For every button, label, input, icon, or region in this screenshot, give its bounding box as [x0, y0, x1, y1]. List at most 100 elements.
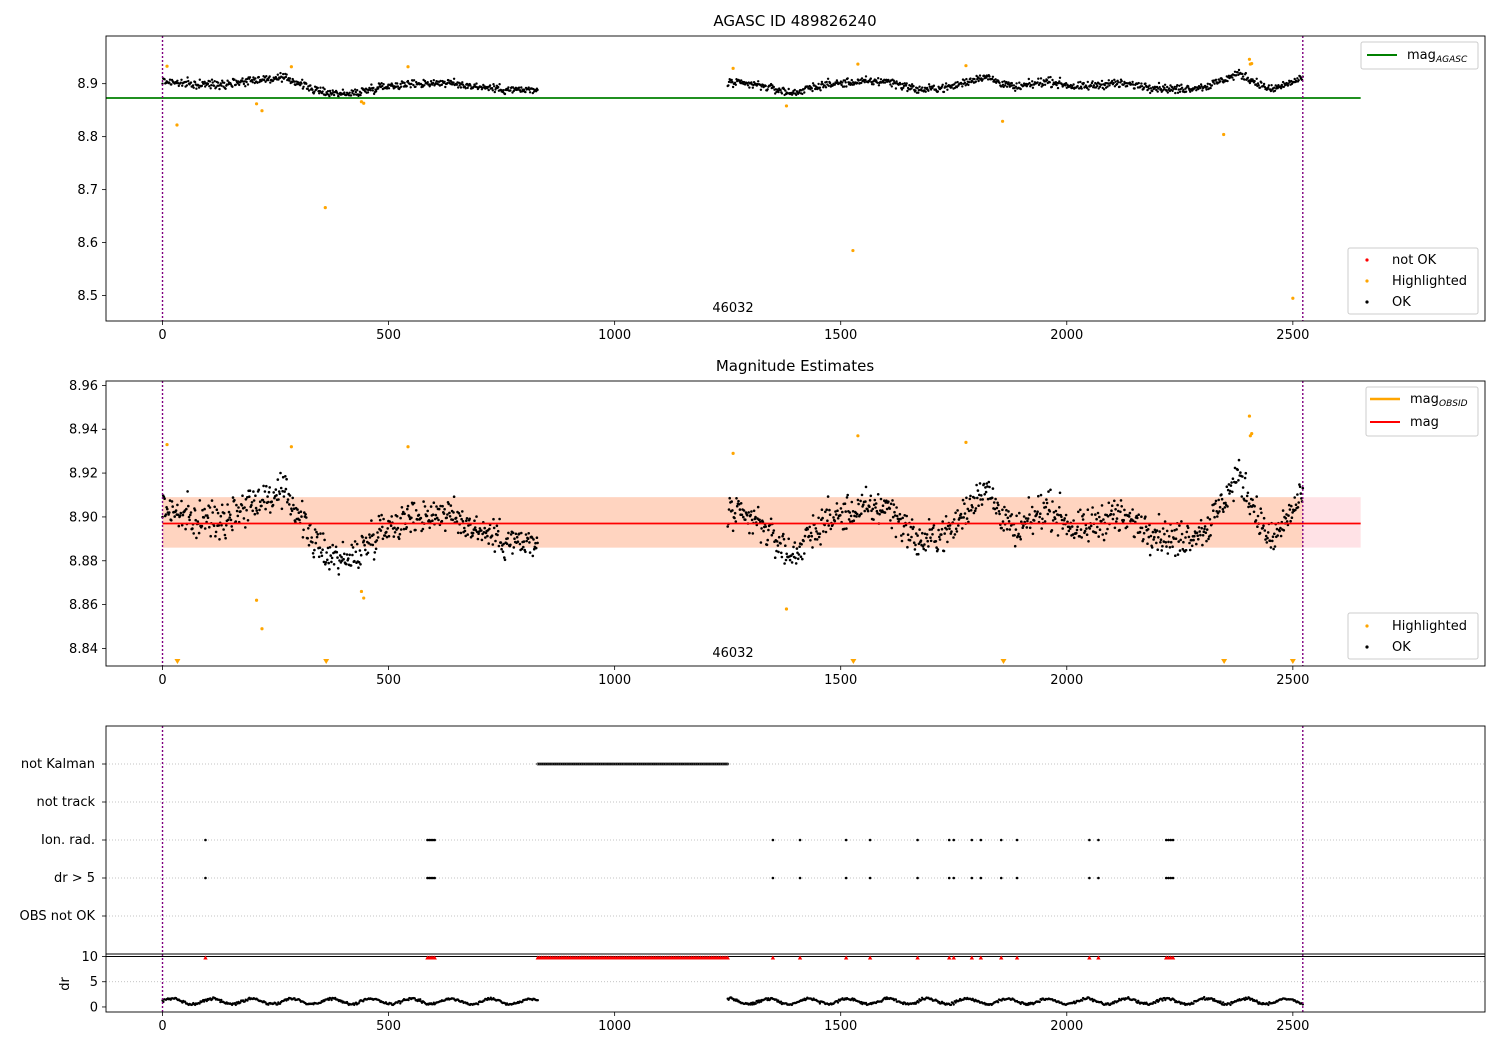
dr-point: [476, 1003, 480, 1006]
agasc-ok-point: [197, 84, 200, 87]
magnitude-ok-point: [1060, 518, 1064, 522]
magnitude-ok-point: [421, 527, 425, 531]
flag-not-kalman-point: [536, 762, 540, 766]
magnitude-ok-point: [900, 534, 903, 537]
magnitude-ok-point: [1104, 532, 1108, 535]
magnitude-ok-point: [262, 500, 266, 504]
magnitude-ok-point: [836, 517, 840, 520]
magnitude-ok-point: [1188, 548, 1192, 552]
agasc-ok-point: [1147, 87, 1151, 90]
agasc-ok-point: [1103, 83, 1107, 87]
dr-point: [894, 998, 898, 1001]
magnitude-ok-point: [924, 549, 927, 552]
agasc-ok-point: [431, 81, 435, 85]
agasc-ok-point: [1237, 68, 1241, 72]
dr-point: [1081, 999, 1084, 1002]
agasc-xtick-label: 0: [158, 328, 166, 343]
magnitude-offscale-marker: [850, 659, 857, 664]
magnitude-ok-point: [1115, 520, 1118, 523]
flag-not-kalman-point: [560, 762, 564, 766]
agasc-ok-point: [1055, 83, 1058, 87]
flag-not-kalman-point: [540, 762, 544, 766]
magnitude-ok-point: [1187, 535, 1191, 539]
agasc-ok-point: [954, 81, 957, 84]
agasc-ok-point: [1206, 82, 1210, 86]
magnitude-ytick-label: 8.96: [69, 379, 98, 394]
magnitude-ok-point: [1208, 518, 1212, 521]
magnitude-ok-point: [1175, 528, 1178, 531]
magnitude-ok-point: [890, 526, 894, 530]
agasc-ok-point: [396, 85, 400, 88]
agasc-ytick-label: 8.5: [77, 289, 98, 304]
magnitude-ok-point: [405, 526, 409, 529]
magnitude-ok-point: [316, 533, 320, 536]
agasc-ok-point: [895, 80, 898, 83]
magnitude-ok-point: [967, 520, 970, 524]
magnitude-ok-point: [206, 516, 210, 519]
magnitude-frame: [105, 380, 1486, 667]
agasc-ok-point: [1142, 86, 1146, 89]
agasc-ok-point: [336, 92, 339, 95]
magnitude-ok-point: [1052, 511, 1056, 514]
agasc-ok-point: [382, 83, 385, 86]
magnitude-ok-point: [1098, 528, 1102, 531]
magnitude-ok-point: [941, 520, 944, 523]
magnitude-ok-point: [260, 504, 263, 508]
magnitude-ok-point: [1058, 506, 1061, 509]
flag-not-kalman-point: [692, 762, 696, 766]
magnitude-ok-point: [1079, 508, 1082, 512]
flag-not-kalman-point: [571, 762, 575, 766]
magnitude-ok-point: [846, 493, 849, 497]
magnitude-ok-point: [403, 512, 406, 516]
agasc-ok-point: [1210, 84, 1214, 87]
flag-dr-gt5-point: [970, 876, 974, 880]
magnitude-ok-point: [331, 543, 335, 547]
magnitude-ok-point: [257, 488, 261, 492]
magnitude-ok-point: [728, 496, 731, 500]
dr-ytick-label: 0: [90, 1000, 98, 1015]
magnitude-ok-point: [262, 484, 265, 488]
agasc-ok-point: [328, 95, 331, 98]
magnitude-ok-point: [978, 482, 982, 485]
agasc-ok-point: [465, 82, 469, 86]
agasc-ok-point: [236, 82, 239, 85]
magnitude-ok-point: [458, 514, 462, 517]
magnitude-ok-point: [301, 536, 305, 539]
agasc-ok-point: [177, 84, 180, 88]
magnitude-ok-point: [528, 541, 531, 544]
agasc-ok-point: [953, 83, 956, 86]
magnitude-ok-point: [1243, 499, 1246, 502]
agasc-ok-point: [185, 80, 188, 84]
magnitude-ok-point: [379, 529, 383, 532]
agasc-ok-point: [1012, 84, 1016, 87]
magnitude-ok-point: [297, 511, 301, 514]
agasc-ok-point: [1039, 77, 1043, 80]
magnitude-ok-point: [1233, 466, 1237, 470]
magnitude-ok-point: [811, 546, 814, 549]
magnitude-ok-point: [1125, 525, 1129, 529]
agasc-ok-point: [469, 84, 472, 87]
flag-ion-rad-point: [947, 838, 951, 842]
magnitude-ok-point: [351, 546, 355, 549]
dr-point: [1163, 996, 1166, 1000]
magnitude-ok-point: [281, 475, 285, 479]
magnitude-obsid-label: 46032: [712, 646, 753, 661]
flag-not-kalman-point: [625, 762, 629, 766]
agasc-ok-point: [764, 84, 767, 88]
agasc-ok-point: [1144, 82, 1147, 85]
agasc-ok-point: [1174, 87, 1178, 91]
magnitude-ok-point: [477, 532, 480, 535]
magnitude-ok-point: [1131, 508, 1134, 511]
agasc-ok-point: [1178, 84, 1181, 88]
agasc-xtick-label: 1500: [824, 328, 857, 343]
flag-row-label-not-track: not track: [36, 795, 95, 810]
magnitude-ok-point: [1246, 491, 1250, 495]
agasc-ok-point: [1248, 81, 1252, 85]
magnitude-ok-point: [826, 495, 830, 498]
agasc-ok-point: [1232, 78, 1235, 82]
agasc-ok-point: [1043, 83, 1047, 87]
magnitude-ok-point: [784, 558, 788, 562]
flag-not-kalman-point: [592, 762, 595, 766]
agasc-ok-point: [1148, 84, 1151, 87]
magnitude-ok-point: [258, 500, 262, 504]
